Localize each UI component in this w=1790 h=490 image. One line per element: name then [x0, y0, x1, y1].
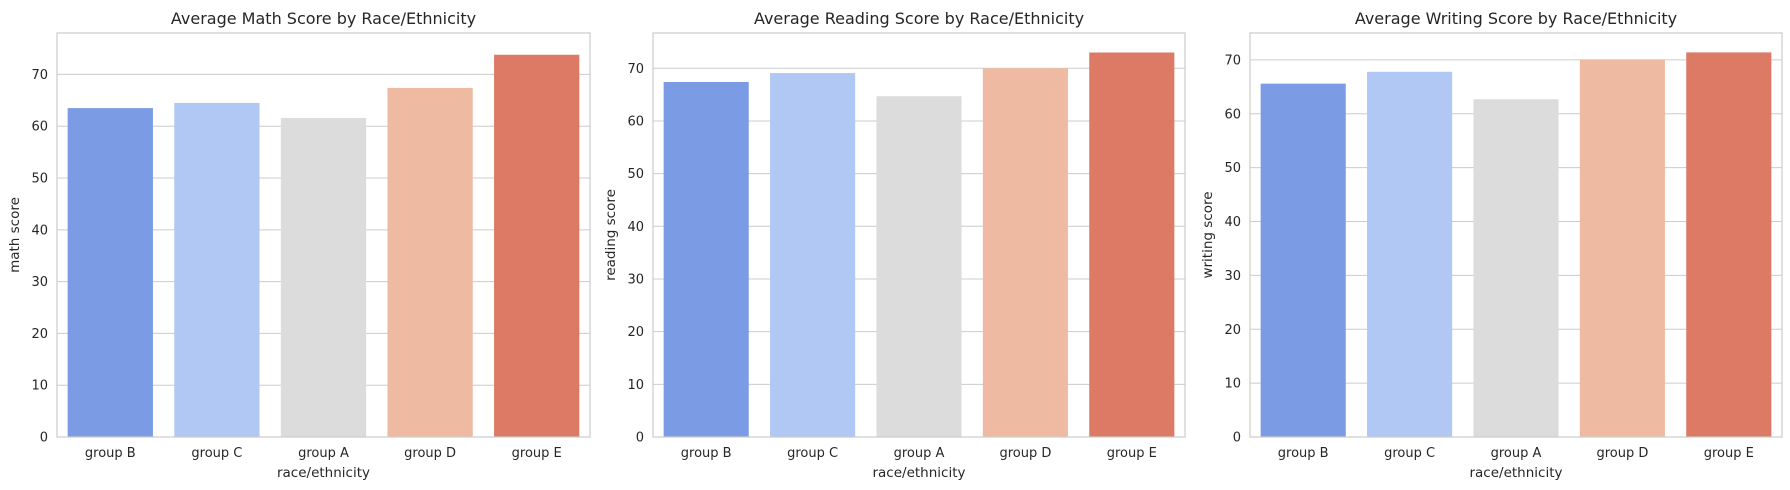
- y-tick-label: 50: [1224, 161, 1241, 176]
- y-tick-label: 60: [1224, 107, 1241, 122]
- bar-group-B: [663, 81, 749, 437]
- y-tick-label: 0: [636, 431, 644, 446]
- x-tick-label: group A: [894, 446, 945, 461]
- bar-group-D: [982, 68, 1068, 437]
- bar-group-C: [770, 73, 856, 438]
- x-tick-label: group D: [999, 446, 1051, 461]
- y-tick-label: 20: [627, 325, 644, 340]
- chart-panel-3: 0 10 20 30 40 50 60 70 group B group C group A grou…: [1200, 9, 1783, 481]
- y-tick-label: 60: [627, 114, 644, 129]
- y-tick-label: 0: [40, 431, 48, 446]
- y-axis-label: math score: [7, 197, 23, 273]
- x-tick-label: group C: [787, 446, 838, 461]
- y-tick-label: 30: [31, 275, 48, 290]
- bar-group-C: [174, 102, 260, 437]
- x-tick-label: group E: [512, 446, 562, 461]
- x-tick-label: group B: [85, 446, 136, 461]
- bar-group-A: [280, 117, 367, 437]
- chart-panel-1: 0 10 20 30 40 50 60 70 group B group C group A grou…: [7, 9, 591, 481]
- chart-title: Average Writing Score by Race/Ethnicity: [1355, 9, 1677, 28]
- x-tick-label: group C: [1384, 446, 1435, 461]
- y-tick-label: 30: [627, 272, 644, 287]
- plot-frame: [652, 32, 1186, 438]
- x-tick-label: group E: [1107, 446, 1157, 461]
- chart-panel-2: 0 10 20 30 40 50 60 70 group B group C group A grou…: [603, 9, 1186, 481]
- x-tick-label: group E: [1704, 446, 1754, 461]
- x-axis-label: race/ethnicity: [1469, 465, 1562, 481]
- y-tick-label: 10: [627, 378, 644, 393]
- y-tick-label: 40: [627, 220, 644, 235]
- x-tick-label: group A: [1491, 446, 1542, 461]
- y-tick-label: 70: [1224, 53, 1241, 68]
- y-tick-label: 70: [627, 62, 644, 77]
- x-tick-label: group D: [1596, 446, 1648, 461]
- bar-group-A: [876, 96, 962, 437]
- chart-title: Average Reading Score by Race/Ethnicity: [754, 9, 1084, 28]
- bar-group-D: [1579, 59, 1665, 438]
- y-tick-label: 10: [31, 379, 48, 394]
- y-tick-label: 30: [1224, 269, 1241, 284]
- x-tick-label: group C: [191, 446, 242, 461]
- y-tick-label: 50: [627, 167, 644, 182]
- y-tick-label: 0: [1233, 431, 1241, 446]
- y-tick-label: 40: [1224, 215, 1241, 230]
- x-tick-label: group D: [404, 446, 456, 461]
- y-tick-label: 40: [31, 223, 48, 238]
- y-tick-label: 20: [31, 327, 48, 342]
- chart-title: Average Math Score by Race/Ethnicity: [171, 9, 476, 28]
- bar-group-C: [1367, 71, 1453, 437]
- y-tick-label: 60: [31, 120, 48, 135]
- y-axis-label: reading score: [603, 189, 619, 281]
- x-tick-label: group B: [1278, 446, 1329, 461]
- y-tick-label: 50: [31, 172, 48, 187]
- bar-group-B: [67, 108, 153, 437]
- bar-group-A: [1473, 99, 1559, 438]
- y-tick-label: 10: [1224, 377, 1241, 392]
- bar-group-B: [1260, 83, 1346, 437]
- x-axis-label: race/ethnicity: [277, 465, 370, 481]
- plot-frame: [1249, 32, 1783, 438]
- bar-group-D: [387, 87, 473, 438]
- plot-frame: [56, 32, 591, 438]
- x-tick-label: group A: [298, 446, 349, 461]
- y-tick-label: 70: [31, 68, 48, 83]
- y-tick-label: 20: [1224, 323, 1241, 338]
- x-axis-label: race/ethnicity: [872, 465, 965, 481]
- y-axis-label: writing score: [1200, 191, 1216, 278]
- bar-group-E: [494, 54, 580, 437]
- bar-group-E: [1686, 52, 1772, 437]
- bar-group-E: [1089, 52, 1175, 437]
- x-tick-label: group B: [681, 446, 732, 461]
